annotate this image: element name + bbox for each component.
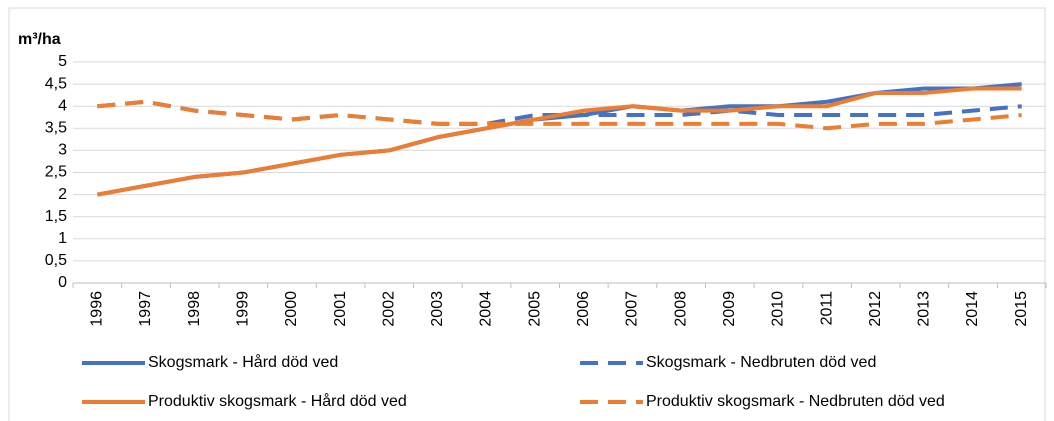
x-tick-label: 2013 — [916, 291, 933, 327]
y-tick-label: 2,5 — [45, 164, 67, 181]
x-tick-label: 2005 — [526, 291, 543, 327]
x-tick-label: 2004 — [478, 291, 495, 327]
y-tick-label: 5 — [58, 53, 67, 70]
x-tick-label: 2008 — [672, 291, 689, 327]
legend-label: Skogsmark - Hård död ved — [148, 353, 338, 371]
line-series — [97, 99, 1022, 126]
y-tick-label: 2 — [58, 186, 67, 203]
x-tick-label: 2001 — [332, 291, 349, 327]
y-tick-label: 1,5 — [45, 208, 67, 225]
line-series — [96, 82, 1022, 197]
x-tick-label: 1999 — [234, 291, 251, 327]
y-tick-label: 3,5 — [45, 120, 67, 137]
x-tick-label: 2010 — [770, 291, 787, 327]
x-tick-label: 2000 — [283, 291, 300, 327]
legend-label: Skogsmark - Nedbruten död ved — [646, 354, 876, 371]
line-series — [97, 99, 1022, 131]
y-tick-label: 3 — [58, 142, 67, 159]
x-tick-label: 2006 — [575, 291, 592, 327]
legend-label: Produktiv skogsmark - Hård död ved — [148, 392, 407, 410]
x-tick-label: 2009 — [721, 291, 738, 327]
x-tick-label: 1998 — [186, 291, 203, 327]
x-tick-label: 1996 — [89, 291, 106, 327]
x-tick-label: 2003 — [429, 291, 446, 327]
y-tick-label: 4,5 — [45, 75, 67, 92]
line-series — [96, 86, 1022, 197]
legend-label: Produktiv skogsmark - Nedbruten död ved — [646, 393, 945, 410]
x-tick-label: 2002 — [380, 291, 397, 327]
x-tick-label: 2015 — [1013, 291, 1030, 327]
y-tick-label: 0 — [58, 274, 67, 291]
y-tick-label: 0,5 — [45, 252, 67, 269]
x-tick-label: 1997 — [137, 291, 154, 327]
x-tick-label: 2007 — [624, 291, 641, 327]
x-tick-label: 2014 — [964, 291, 981, 327]
x-tick-label: 2011 — [818, 291, 835, 326]
y-tick-label: 1 — [58, 230, 67, 247]
y-tick-label: 4 — [58, 97, 67, 114]
chart-frame — [8, 7, 1046, 421]
y-axis-label: m³/ha — [18, 31, 61, 48]
x-tick-label: 2012 — [867, 291, 884, 327]
